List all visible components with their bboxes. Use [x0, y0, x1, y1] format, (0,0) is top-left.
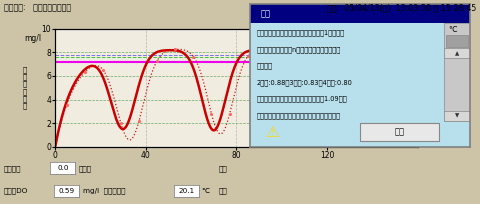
Text: 本テストの毒性物質濃度は実権想定の1.09倍。: 本テストの毒性物質濃度は実権想定の1.09倍。	[256, 95, 347, 102]
Point	[171, 48, 179, 51]
Point	[153, 59, 161, 62]
Text: 2回目:0.88　3回目:0.83　4回目:0.80: 2回目:0.88 3回目:0.83 4回目:0.80	[256, 79, 352, 86]
Bar	[444, 111, 470, 121]
Text: ▲: ▲	[455, 51, 459, 56]
Text: ▼: ▼	[455, 114, 459, 119]
Text: 測定: 測定	[218, 165, 227, 172]
Text: 添加: 添加	[218, 187, 227, 194]
Point	[353, 109, 360, 112]
Text: 料廃液を基準とするn回目の試料の正味の活性: 料廃液を基準とするn回目の試料の正味の活性	[256, 46, 340, 53]
Point	[208, 112, 216, 116]
Text: 測定時間: 測定時間	[4, 165, 21, 172]
Point	[407, 47, 415, 50]
Bar	[444, 23, 470, 121]
Text: 分経過: 分経過	[78, 165, 91, 172]
Point	[190, 55, 197, 58]
Text: 0.0: 0.0	[57, 165, 69, 171]
Point	[81, 71, 88, 74]
Point	[226, 112, 233, 116]
Bar	[446, 35, 468, 47]
Point	[117, 122, 125, 125]
Point	[316, 62, 324, 65]
Point	[63, 103, 71, 107]
Text: 20.1: 20.1	[178, 188, 194, 194]
Bar	[444, 48, 470, 58]
Text: 本廃液は、阻害性弱く処理に支障ありますが、: 本廃液は、阻害性弱く処理に支障ありますが、	[256, 112, 340, 119]
Bar	[250, 4, 470, 23]
Point	[371, 74, 378, 77]
Text: mg/l  混合液温度: mg/l 混合液温度	[83, 187, 125, 194]
Text: 0.59: 0.59	[59, 188, 75, 194]
Text: 確認: 確認	[395, 127, 405, 136]
Point	[244, 55, 252, 58]
Text: 通知: 通知	[261, 9, 271, 18]
Text: 試料廃液の繰り返しによる活性変化。1回目の試: 試料廃液の繰り返しによる活性変化。1回目の試	[256, 30, 344, 36]
Point	[262, 48, 270, 51]
Point	[298, 122, 306, 126]
Text: テスト名:   簡易毒性サンプル: テスト名: 簡易毒性サンプル	[4, 3, 71, 12]
Text: ℃: ℃	[448, 26, 456, 34]
Text: 日時:  05/04/13(水)  13:03:50 ～ 15:28:45: 日時: 05/04/13(水) 13:03:50 ～ 15:28:45	[327, 3, 476, 12]
Point	[389, 48, 396, 51]
Point	[280, 76, 288, 79]
Y-axis label: 曝
気
槽
温
度: 曝 気 槽 温 度	[449, 70, 453, 105]
Text: mg/l: mg/l	[24, 34, 41, 43]
Point	[335, 52, 342, 55]
Point	[135, 119, 143, 123]
Y-axis label: 溶
存
酸
素
濃
度: 溶 存 酸 素 濃 度	[23, 67, 27, 109]
Text: ⚠: ⚠	[265, 125, 278, 140]
Text: ℃: ℃	[202, 188, 210, 194]
Bar	[360, 123, 440, 141]
Text: 曝気槽DO: 曝気槽DO	[4, 187, 28, 194]
Text: 変化は、: 変化は、	[256, 63, 272, 69]
Point	[99, 68, 107, 71]
